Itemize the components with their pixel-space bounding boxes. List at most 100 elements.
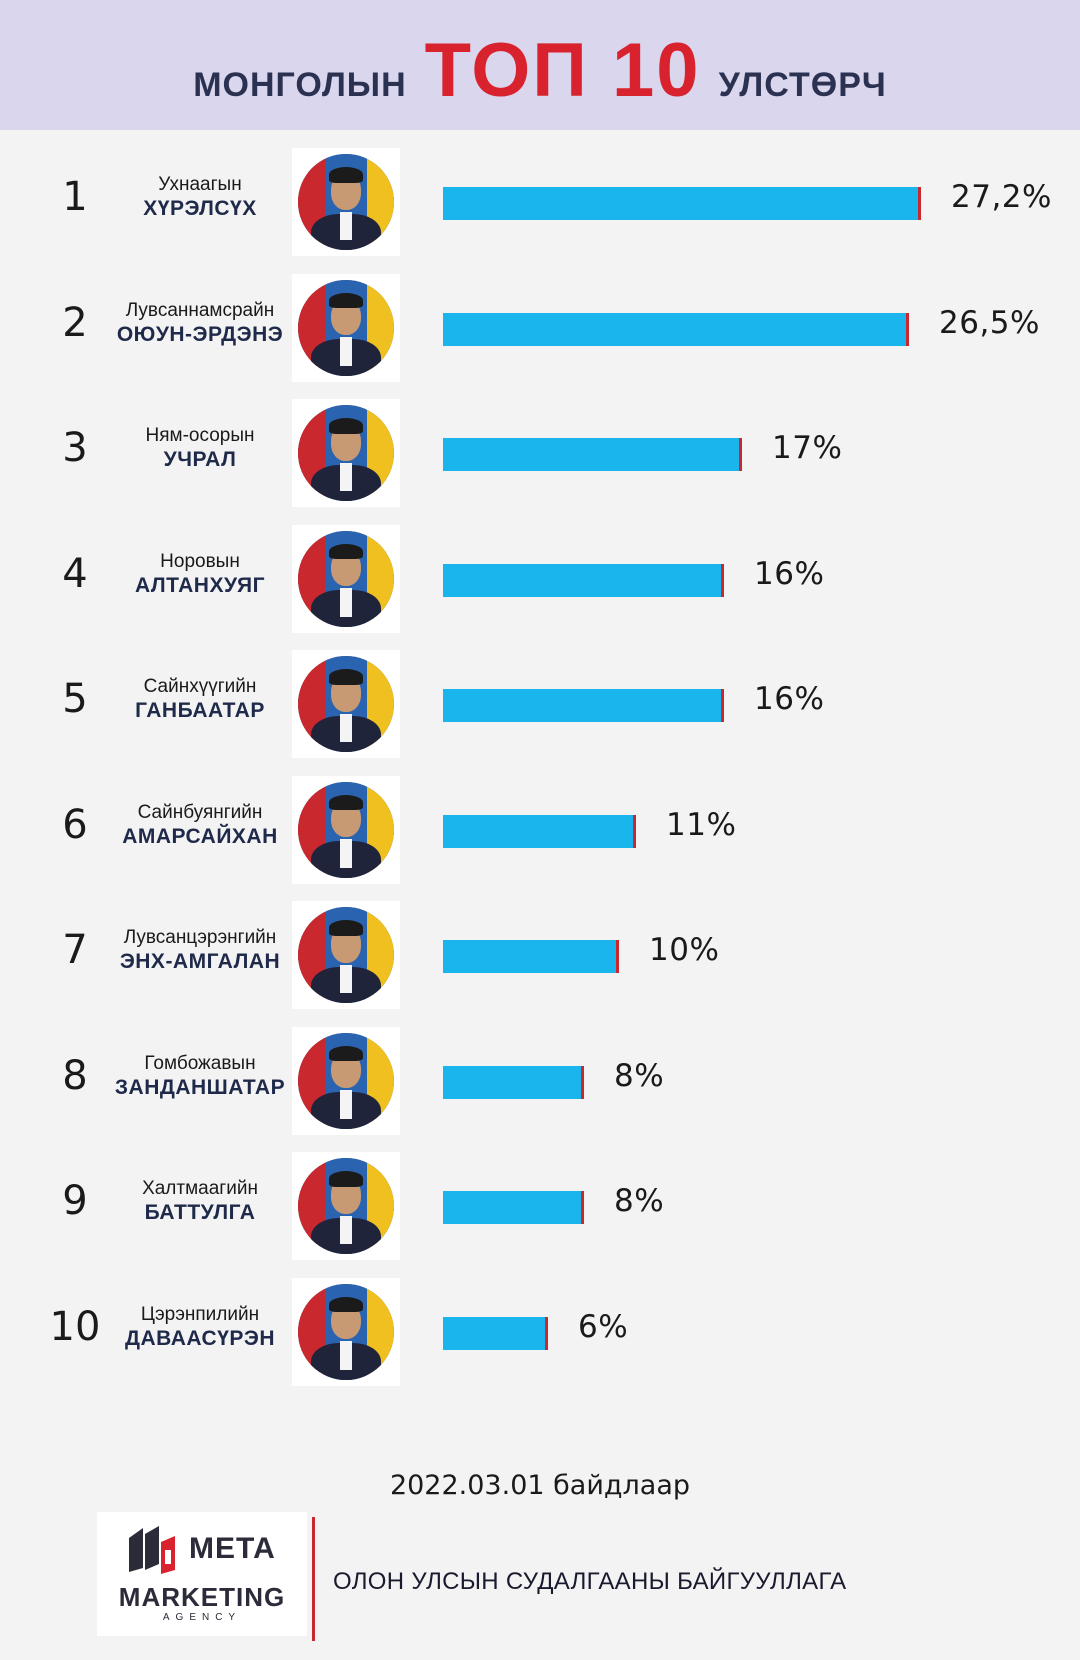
chart-row: 9 Халтмаагийн БАТТУЛГА 8% <box>0 1146 1080 1266</box>
logo-meta-text: META <box>189 1532 276 1565</box>
rank-number: 9 <box>62 1178 88 1224</box>
value-label: 6% <box>578 1308 629 1345</box>
portrait-shirt <box>340 1341 352 1370</box>
last-name: ОЮУН-ЭРДЭНЭ <box>116 322 284 346</box>
header-title: монголын ТОП 10 улстөрч <box>193 27 887 114</box>
first-name: Халтмаагийн <box>142 1178 258 1199</box>
politician-name: Сайнбуянгийн АМАРСАЙХАН <box>105 802 295 849</box>
value-label: 17% <box>772 430 843 466</box>
portrait-photo <box>298 781 394 878</box>
portrait-hair <box>328 418 364 434</box>
portrait-shirt <box>340 337 352 366</box>
rank-number: 1 <box>62 174 88 220</box>
politician-name: Лувсанцэрэнгийн ЭНХ-АМГАЛАН <box>105 927 295 974</box>
rank-number: 7 <box>62 927 88 973</box>
portrait-frame <box>292 1152 400 1260</box>
politician-name: Лувсаннамсрайн ОЮУН-ЭРДЭНЭ <box>105 300 295 347</box>
value-label: 11% <box>666 806 737 843</box>
first-name: Сайнбуянгийн <box>137 801 263 823</box>
portrait-photo <box>298 1158 394 1254</box>
portrait-shirt <box>340 462 352 492</box>
portrait-hair <box>328 1171 364 1187</box>
header-highlight: ТОП 10 <box>424 27 701 113</box>
bar <box>443 940 619 973</box>
portrait-shirt <box>340 588 352 617</box>
first-name: Ухнаагын <box>158 174 242 195</box>
chart-row: 7 Лувсанцэрэнгийн ЭНХ-АМГАЛАН 10% <box>0 895 1080 1015</box>
first-name: Норовын <box>160 550 240 572</box>
rank-number: 4 <box>62 550 88 597</box>
portrait-hair <box>328 794 364 811</box>
chart-row: 4 Норовын АЛТАНХУЯГ 16% <box>0 519 1080 639</box>
portrait-frame <box>292 650 400 758</box>
portrait-shirt <box>340 211 352 241</box>
portrait-frame <box>292 148 400 256</box>
first-name: Лувсанцэрэнгийн <box>123 927 277 948</box>
survey-date: 2022.03.01 байдлаар <box>389 1470 691 1501</box>
politician-name: Ням-осорын УЧРАЛ <box>105 425 295 472</box>
bar <box>443 438 742 471</box>
chart-row: 3 Ням-осорын УЧРАЛ 17% <box>0 393 1080 513</box>
bar <box>443 1316 548 1350</box>
rank-number: 10 <box>49 1303 101 1350</box>
portrait-frame <box>292 775 400 884</box>
portrait-shirt <box>340 839 352 868</box>
last-name: АМАРСАЙХАН <box>122 824 278 848</box>
portrait-frame <box>292 1026 400 1135</box>
first-name: Лувсаннамсрайн <box>125 299 275 321</box>
rank-number: 5 <box>62 676 88 722</box>
last-name: ЗАНДАНШАТАР <box>114 1075 286 1099</box>
chart-row: 10 Цэрэнпилийн ДАВААСҮРЭН 6% <box>0 1272 1080 1392</box>
portrait-photo <box>298 405 394 501</box>
rank-number: 6 <box>62 801 88 848</box>
portrait-photo <box>298 279 394 376</box>
last-name: БАТТУЛГА <box>144 1201 256 1224</box>
politician-name: Норовын АЛТАНХУЯГ <box>105 551 295 598</box>
chart-row: 6 Сайнбуянгийн АМАРСАЙХАН 11% <box>0 770 1080 890</box>
portrait-photo <box>298 656 394 752</box>
footer-divider <box>312 1517 315 1641</box>
rank-number: 2 <box>62 299 88 346</box>
organization-name: ОЛОН УЛСЫН СУДАЛГААНЫ БАЙГУУЛЛАГА <box>333 1568 847 1595</box>
first-name: Ням-осорын <box>145 425 255 446</box>
value-label: 16% <box>754 681 825 717</box>
header: монголын ТОП 10 улстөрч <box>0 0 1080 130</box>
chart-row: 2 Лувсаннамсрайн ОЮУН-ЭРДЭНЭ 26,5% <box>0 268 1080 388</box>
portrait-hair <box>328 292 364 309</box>
bar <box>443 563 724 597</box>
chart-row: 1 Ухнаагын ХҮРЭЛСҮХ 27,2% <box>0 142 1080 262</box>
last-name: ЭНХ-АМГАЛАН <box>119 950 281 973</box>
portrait-hair <box>328 543 364 560</box>
header-prefix: монголын <box>193 65 407 104</box>
portrait-frame <box>292 273 400 382</box>
politician-name: Сайнхүүгийн ГАНБААТАР <box>105 676 295 723</box>
portrait-frame <box>292 1277 400 1386</box>
portrait-photo <box>298 154 394 250</box>
portrait-photo <box>298 1032 394 1129</box>
portrait-shirt <box>340 713 352 743</box>
bar <box>443 312 909 346</box>
portrait-hair <box>328 920 364 936</box>
bar <box>443 187 921 220</box>
value-label: 26,5% <box>939 304 1040 341</box>
value-label: 16% <box>754 555 825 592</box>
portrait-frame <box>292 399 400 507</box>
chart-row: 5 Сайнхүүгийн ГАНБААТАР 16% <box>0 644 1080 764</box>
last-name: ХҮРЭЛСҮХ <box>143 197 257 220</box>
last-name: ДАВААСҮРЭН <box>124 1326 275 1350</box>
meta-logo-icon <box>129 1526 175 1574</box>
portrait-shirt <box>340 1090 352 1119</box>
bar <box>443 1065 584 1099</box>
bar <box>443 689 724 722</box>
portrait-shirt <box>340 1215 352 1245</box>
portrait-photo <box>298 530 394 627</box>
value-label: 8% <box>614 1057 665 1094</box>
portrait-photo <box>298 1283 394 1380</box>
last-name: АЛТАНХУЯГ <box>134 573 266 597</box>
chart-row: 8 Гомбожавын ЗАНДАНШАТАР 8% <box>0 1021 1080 1141</box>
header-suffix: улстөрч <box>718 65 887 104</box>
logo-marketing-text: MARKETING <box>118 1582 286 1612</box>
portrait-shirt <box>340 964 352 994</box>
portrait-hair <box>328 1296 364 1313</box>
portrait-frame <box>292 524 400 633</box>
